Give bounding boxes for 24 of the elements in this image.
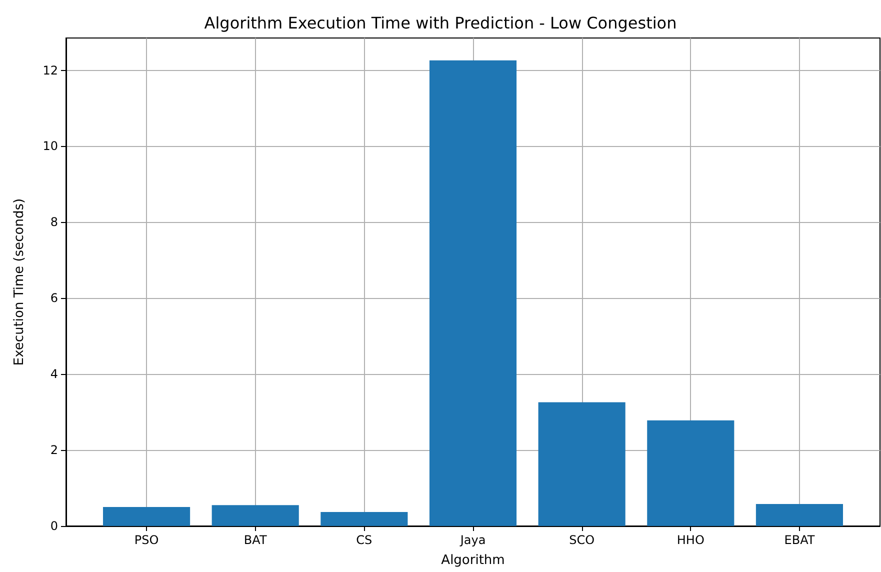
y-tick-label: 2 bbox=[50, 443, 58, 458]
x-axis-title: Algorithm bbox=[441, 553, 505, 568]
x-tick-label: Jaya bbox=[459, 533, 486, 547]
y-tick-label: 6 bbox=[50, 291, 58, 306]
bar bbox=[320, 512, 408, 526]
y-tick-label: 8 bbox=[50, 215, 58, 230]
x-tick-label: SCO bbox=[569, 533, 595, 547]
bar bbox=[429, 60, 517, 526]
bar bbox=[756, 504, 843, 526]
y-tick-label: 10 bbox=[42, 139, 58, 154]
y-tick-label: 4 bbox=[50, 367, 58, 382]
bar bbox=[103, 507, 190, 526]
y-axis-title: Execution Time (seconds) bbox=[12, 198, 27, 366]
y-tick-label: 0 bbox=[50, 519, 58, 533]
x-tick-label: PSO bbox=[134, 533, 159, 547]
bar bbox=[212, 505, 299, 526]
x-tick-label: HHO bbox=[676, 533, 704, 547]
chart-title: Algorithm Execution Time with Prediction - Low Congestion bbox=[204, 14, 677, 32]
bar bbox=[647, 420, 734, 526]
x-tick-label: CS bbox=[356, 533, 372, 547]
x-tick-label: EBAT bbox=[784, 533, 816, 547]
y-tick-label: 12 bbox=[42, 63, 58, 78]
x-tick-label: BAT bbox=[244, 533, 268, 547]
bar bbox=[538, 402, 626, 526]
